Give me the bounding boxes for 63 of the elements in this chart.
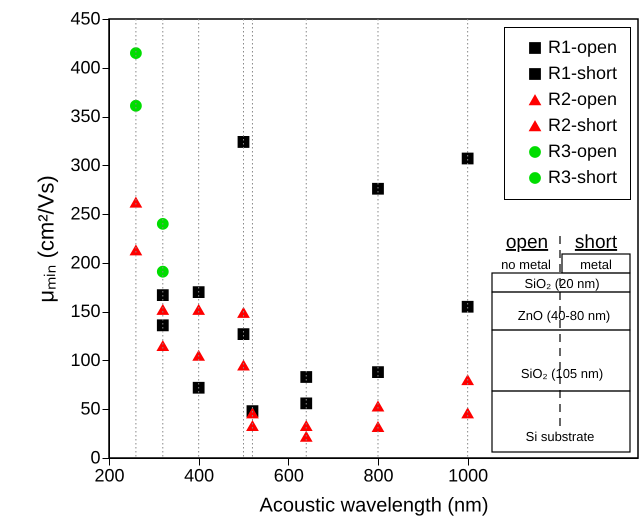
point <box>462 408 474 418</box>
point <box>192 304 205 315</box>
x-tick-label: 400 <box>184 466 214 486</box>
x-axis-title: Acoustic wavelength (nm) <box>260 494 488 516</box>
point <box>372 422 384 432</box>
point <box>238 136 250 148</box>
y-tick-label: 450 <box>70 8 100 28</box>
y-tick-label: 50 <box>80 398 100 419</box>
annotation: Si substrate <box>526 429 594 444</box>
point <box>372 401 384 412</box>
x-tick-label: 200 <box>94 466 125 486</box>
annotation: ZnO (40-80 nm) <box>518 308 610 323</box>
point <box>156 319 169 332</box>
point <box>372 366 384 378</box>
y-tick-label: 150 <box>70 301 100 322</box>
x-tick-label: 800 <box>363 466 394 486</box>
point <box>130 100 142 112</box>
y-tick-label: 400 <box>70 57 100 78</box>
point <box>130 197 142 208</box>
y-axis-title: μₘᵢₙ (cm²/Vs) <box>33 175 58 303</box>
point <box>238 328 250 340</box>
point <box>192 382 205 394</box>
y-tick-label: 200 <box>70 252 100 272</box>
legend-label: R2-open <box>548 89 618 109</box>
point <box>238 360 250 371</box>
point <box>192 350 205 361</box>
y-tick-label: 300 <box>70 154 100 175</box>
point <box>156 218 169 230</box>
y-tick-label: 100 <box>70 350 100 370</box>
legend-label: R2-short <box>548 115 618 135</box>
y-tick-label: 0 <box>90 448 100 468</box>
annotation: SiO₂ (105 nm) <box>520 366 604 381</box>
point <box>156 340 169 351</box>
point <box>462 374 474 386</box>
point <box>192 286 205 298</box>
point <box>156 289 169 301</box>
legend-label: R3-open <box>548 141 618 161</box>
annotation: open <box>506 232 548 253</box>
annotation: SiO₂ (20 nm) <box>524 276 600 291</box>
legend-label: R1-open <box>548 37 618 57</box>
point <box>462 300 474 313</box>
point <box>156 304 169 315</box>
x-tick-label: 1000 <box>448 466 488 486</box>
annotation: no metal <box>501 257 552 272</box>
point <box>246 408 258 418</box>
annotation: metal <box>580 257 612 272</box>
point <box>300 371 312 383</box>
point <box>130 47 142 60</box>
point <box>156 266 169 278</box>
point <box>462 152 474 164</box>
point <box>238 307 250 318</box>
point <box>372 182 384 195</box>
x-tick-label: 600 <box>274 466 304 486</box>
point <box>300 420 312 431</box>
point <box>300 431 312 442</box>
point <box>246 420 258 431</box>
annotation: short <box>574 232 618 253</box>
legend-label: R3-short <box>548 167 618 187</box>
y-tick-label: 350 <box>70 106 100 126</box>
legend-label: R1-short <box>548 63 618 83</box>
y-tick-label: 250 <box>70 204 100 224</box>
point <box>300 397 312 410</box>
point <box>130 245 142 256</box>
